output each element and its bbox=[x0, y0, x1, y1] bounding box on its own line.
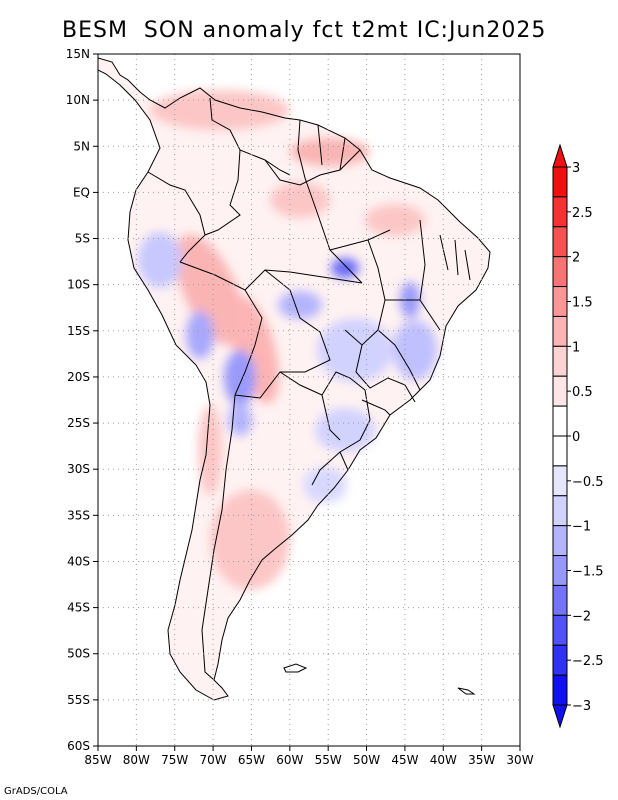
lon-tick-label: 45W bbox=[391, 753, 418, 767]
lat-tick-label: 60S bbox=[67, 739, 90, 753]
warm-amazon bbox=[270, 182, 330, 218]
cold-bahia bbox=[393, 320, 437, 380]
colorbar-swatch bbox=[552, 256, 568, 288]
lon-tick-label: 60W bbox=[276, 753, 303, 767]
cold-ecuador bbox=[138, 232, 182, 288]
colorbar: 3 2.5 2 1.5 1 0.5 0 −0.5 −1 −1.5 −2 −2.5 −3 bbox=[552, 143, 604, 729]
colorbar-label: −2.5 bbox=[572, 654, 604, 669]
colorbar-swatch bbox=[552, 405, 568, 437]
colorbar-swatch bbox=[552, 555, 568, 586]
warm-northeast bbox=[365, 204, 425, 236]
lat-tick-label: 35S bbox=[67, 508, 90, 522]
colorbar-swatch bbox=[552, 226, 568, 258]
lat-tick-label: 20S bbox=[67, 370, 90, 384]
border-guianas bbox=[297, 119, 346, 179]
lat-tick-label: 10N bbox=[66, 93, 90, 107]
border-peru-bolivia bbox=[234, 289, 263, 396]
colorbar-swatch bbox=[552, 674, 568, 706]
lat-tick-label: 40S bbox=[67, 554, 90, 568]
lon-tick-label: 80W bbox=[123, 753, 150, 767]
border-chile-argentina bbox=[201, 394, 236, 681]
colorbar-label: 0 bbox=[572, 430, 580, 445]
colorbar-swatch bbox=[552, 345, 568, 377]
south-georgia bbox=[457, 687, 476, 695]
border-bolivia-paraguay-argentina bbox=[234, 371, 341, 441]
colorbar-max-arrow bbox=[552, 143, 568, 168]
credit-label: GrADS/COLA bbox=[4, 786, 68, 797]
lat-tick-label: 55S bbox=[67, 693, 90, 707]
anomaly-field bbox=[98, 58, 490, 700]
lon-tick-label: 30W bbox=[506, 753, 533, 767]
colorbar-min-arrow bbox=[552, 704, 568, 729]
colorbar-label: −1.5 bbox=[572, 565, 604, 580]
border-argentina-uruguay-brazil bbox=[311, 419, 371, 486]
cold-altiplano bbox=[224, 350, 256, 406]
border-peru-brazil bbox=[179, 261, 363, 291]
lon-tick-label: 70W bbox=[200, 753, 227, 767]
colorbar-label: 2 bbox=[572, 251, 580, 266]
lon-tick-label: 75W bbox=[161, 753, 188, 767]
colorbar-swatch bbox=[552, 644, 568, 676]
lat-tick-label: 30S bbox=[67, 462, 90, 476]
colorbar-swatch bbox=[552, 614, 568, 646]
lat-tick-label: 5N bbox=[73, 139, 90, 153]
colorbar-label: 0.5 bbox=[572, 385, 593, 400]
warm-north-coast bbox=[150, 90, 290, 130]
colorbar-swatch bbox=[552, 166, 568, 198]
coastlines-and-borders bbox=[98, 57, 491, 701]
lon-tick-label: 40W bbox=[430, 753, 457, 767]
colorbar-label: −2 bbox=[572, 609, 591, 624]
longitude-axis: 85W 80W 75W 70W 65W 60W 55W 50W 45W 40W 35W 30W bbox=[84, 746, 534, 767]
lat-tick-label: 15S bbox=[67, 324, 90, 338]
colorbar-label: 1 bbox=[572, 340, 580, 355]
lon-tick-label: 85W bbox=[84, 753, 111, 767]
colorbar-swatch bbox=[552, 286, 568, 317]
colorbar-swatch bbox=[552, 315, 568, 347]
lat-tick-label: EQ bbox=[73, 185, 90, 199]
border-colombia-brazil bbox=[204, 149, 241, 236]
lat-tick-label: 50S bbox=[67, 647, 90, 661]
colorbar-swatch bbox=[552, 375, 568, 407]
warm-guianas bbox=[290, 138, 370, 166]
colorbar-swatch bbox=[552, 584, 568, 616]
border-colombia-ecuador-peru bbox=[147, 171, 206, 263]
falkland-islands bbox=[283, 663, 308, 673]
lat-tick-label: 25S bbox=[67, 416, 90, 430]
warm-chile bbox=[198, 405, 222, 495]
lon-tick-label: 65W bbox=[238, 753, 265, 767]
lon-tick-label: 35W bbox=[468, 753, 495, 767]
colorbar-label: 1.5 bbox=[572, 296, 593, 311]
warm-bolivia bbox=[231, 296, 279, 404]
cold-mato-grosso bbox=[278, 291, 322, 319]
colorbar-label: −0.5 bbox=[572, 475, 604, 490]
brazil-state-borders bbox=[304, 177, 471, 416]
cold-south-brazil bbox=[315, 408, 375, 452]
colorbar-label: 2.5 bbox=[572, 206, 593, 221]
colorbar-label: −1 bbox=[572, 520, 591, 535]
colorbar-swatch bbox=[552, 435, 568, 467]
warm-argentina bbox=[210, 490, 290, 590]
map-title: BESM SON anomaly fct t2mt IC:Jun2025 bbox=[62, 18, 547, 43]
map-frame bbox=[97, 53, 521, 747]
warm-andes-peru bbox=[175, 234, 245, 346]
colorbar-swatch bbox=[552, 465, 568, 497]
colorbar-swatch bbox=[552, 495, 568, 527]
latitude-axis: 15N 10N 5N EQ 5S 10S 15S 20S 25S 30S 35S 40S 45S 50S 5… bbox=[66, 47, 98, 753]
colorbar-swatch bbox=[552, 525, 568, 557]
anomaly-shading bbox=[138, 90, 437, 590]
colorbar-label: 3 bbox=[572, 161, 580, 176]
lat-tick-label: 5S bbox=[75, 232, 90, 246]
lat-tick-label: 15N bbox=[66, 47, 90, 61]
colorbar-label: −3 bbox=[572, 699, 591, 714]
lon-tick-label: 55W bbox=[315, 753, 342, 767]
cold-uruguay bbox=[303, 467, 347, 503]
lat-tick-label: 45S bbox=[67, 601, 90, 615]
lat-tick-label: 10S bbox=[67, 278, 90, 292]
border-venezuela-brazil bbox=[264, 149, 361, 186]
lat-lon-grid bbox=[98, 54, 520, 746]
colorbar-swatch bbox=[552, 196, 568, 228]
lon-tick-label: 50W bbox=[353, 753, 380, 767]
cold-peru-coast bbox=[186, 311, 214, 359]
